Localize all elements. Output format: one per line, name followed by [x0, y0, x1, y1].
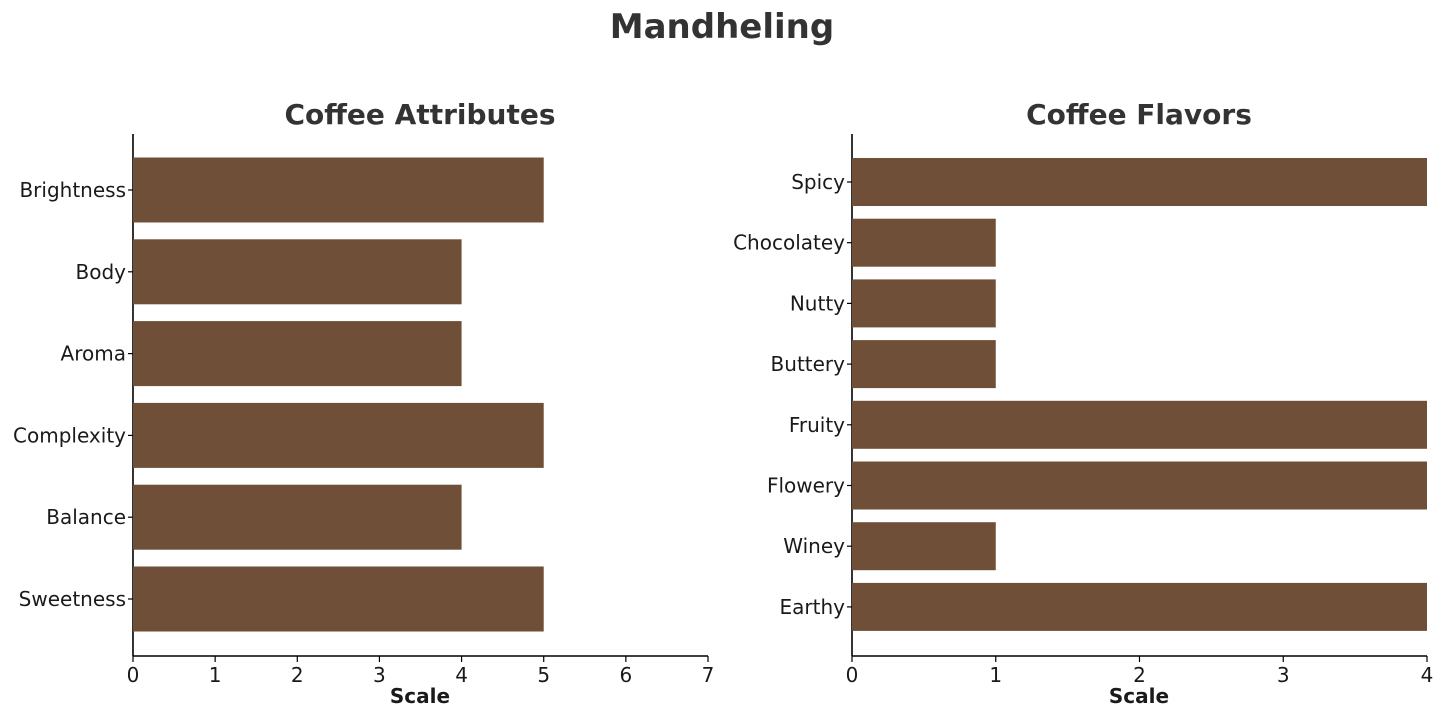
x-tick-label: 4 [1421, 663, 1434, 687]
x-tick-label: 0 [127, 663, 140, 687]
figure-title: Mandheling [610, 7, 834, 47]
x-tick-label: 3 [373, 663, 386, 687]
x-tick-label: 1 [989, 663, 1002, 687]
bar-complexity [133, 402, 544, 468]
y-tick-label: Chocolatey [733, 231, 845, 255]
bar-spicy [852, 158, 1427, 206]
x-axis-label: Scale [1109, 684, 1169, 708]
y-tick-label: Brightness [19, 178, 126, 202]
y-tick-label: Buttery [771, 352, 846, 376]
x-tick-label: 5 [537, 663, 550, 687]
y-tick-label: Earthy [780, 595, 846, 619]
x-tick-label: 4 [455, 663, 468, 687]
y-tick-label: Nutty [790, 291, 845, 315]
y-tick-label: Flowery [767, 474, 845, 498]
bar-chocolatey [852, 218, 996, 267]
bar-sweetness [133, 566, 544, 632]
y-tick-label: Complexity [13, 423, 126, 447]
bar-earthy [852, 582, 1427, 631]
bar-balance [133, 484, 462, 550]
chart-flavors: Coffee Flavors Scale Spicy Chocolatey Nutt… [733, 98, 1433, 708]
bar-body [133, 239, 462, 305]
x-tick-label: 2 [1133, 663, 1146, 687]
x-tick-label: 2 [291, 663, 304, 687]
chart-title: Coffee Attributes [284, 98, 555, 131]
x-tick-label: 6 [619, 663, 632, 687]
y-tick-label: Winey [783, 534, 845, 558]
x-tick-label: 7 [702, 663, 715, 687]
y-tick-label: Balance [46, 505, 126, 529]
x-axis-label: Scale [390, 684, 450, 708]
bar-brightness [133, 157, 544, 223]
bar-fruity [852, 400, 1427, 449]
x-tick-label: 0 [846, 663, 859, 687]
chart-attributes: Coffee Attributes Scale Brightness Body Ar… [13, 98, 714, 708]
y-tick-label: Fruity [789, 413, 845, 437]
y-tick-label: Aroma [61, 342, 126, 366]
bar-nutty [852, 279, 996, 328]
bar-buttery [852, 340, 996, 389]
x-tick-label: 1 [209, 663, 222, 687]
bar-winey [852, 522, 996, 571]
bar-flowery [852, 461, 1427, 510]
y-tick-label: Body [76, 260, 127, 284]
bar-aroma [133, 321, 462, 387]
x-tick-label: 3 [1277, 663, 1290, 687]
chart-title: Coffee Flavors [1026, 98, 1252, 131]
y-tick-label: Spicy [791, 170, 845, 194]
y-tick-label: Sweetness [19, 587, 126, 611]
